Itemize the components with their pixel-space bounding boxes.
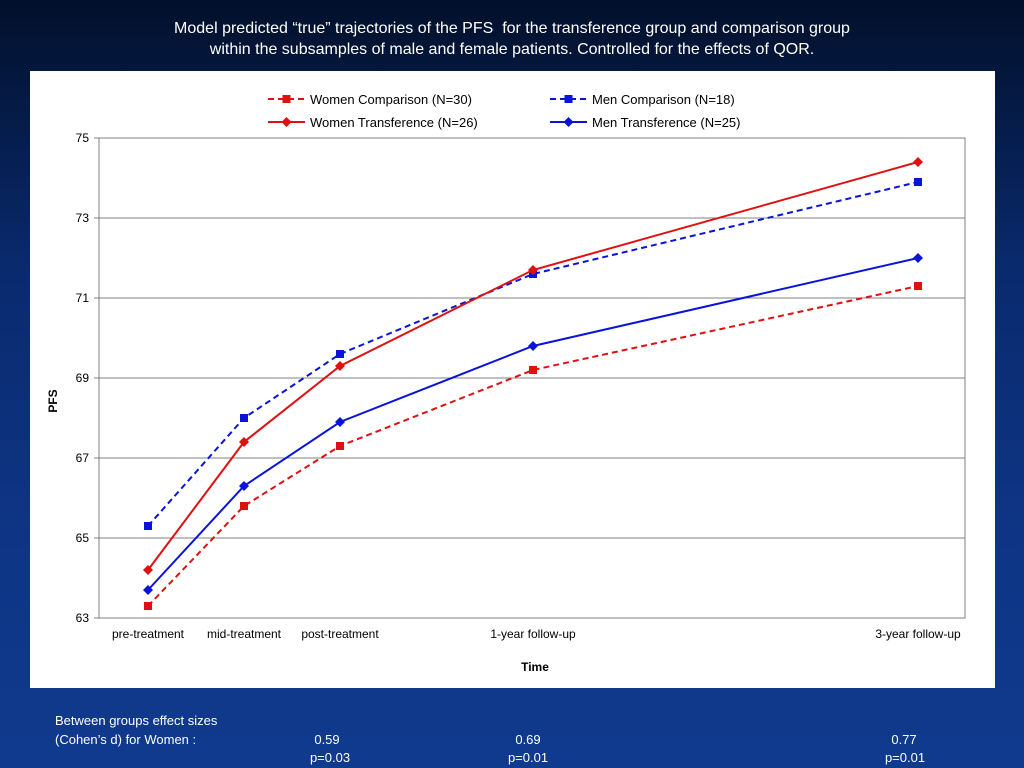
plot-frame [98,137,966,619]
point-3-1 [239,481,249,491]
x-tick-label-0: pre-treatment [112,627,185,641]
effect-size-p-3year: p=0.01 [884,750,926,765]
x-tick-label-3: 1-year follow-up [490,627,576,641]
legend-label-1: Men Comparison (N=18) [592,92,735,107]
slide-title-line-1: Model predicted “true” trajectories of t… [174,20,850,37]
point-2-2 [335,361,345,371]
point-1-2 [336,350,344,358]
point-3-2 [335,417,345,427]
point-3-0 [143,585,153,595]
y-tick-label-63: 63 [76,611,90,625]
line-chart: 63 65 67 69 71 73 75 pre-treatment mid-treatmen… [46,92,966,674]
point-1-1 [240,414,248,422]
slide-title: Model predicted “true” trajectories of t… [0,18,1024,60]
chart-panel: 63 65 67 69 71 73 75 pre-treatment mid-treatmen… [30,71,995,688]
x-axis-label: Time [521,660,549,674]
y-tick-label-73: 73 [76,211,90,225]
legend-label-0: Women Comparison (N=30) [310,92,472,107]
series-1 [144,178,922,530]
legend-entry-2: Women Transference (N=26) [268,115,478,130]
y-tick-labels: 63 65 67 69 71 73 75 [76,131,90,625]
x-tick-label-2: post-treatment [301,627,379,641]
x-tick-label-1: mid-treatment [207,627,282,641]
effect-size-d-1year: 0.69 [515,732,541,747]
point-0-0 [144,602,152,610]
series-3 [143,253,923,595]
effect-sizes-label-line-1: Between groups effect sizes [55,713,218,728]
point-2-1 [239,437,249,447]
y-tick-label-65: 65 [76,531,90,545]
point-2-4 [913,157,923,167]
point-0-3 [529,366,537,374]
legend: Women Comparison (N=30) Men Comparison (N… [268,92,740,130]
effect-size-d-post: 0.59 [314,732,340,747]
effect-size-p-post: p=0.03 [309,750,351,765]
point-0-2 [336,442,344,450]
y-tick-label-75: 75 [76,131,90,145]
point-3-3 [528,341,538,351]
legend-entry-3: Men Transference (N=25) [550,115,740,130]
slide-title-line-2: within the subsamples of male and female… [209,41,815,58]
y-tick-label-67: 67 [76,451,90,465]
point-3-4 [913,253,923,263]
point-1-0 [144,522,152,530]
series-line-1 [147,181,919,527]
legend-label-3: Men Transference (N=25) [592,115,740,130]
y-tick-label-71: 71 [76,291,90,305]
point-1-4 [914,178,922,186]
legend-entry-0: Women Comparison (N=30) [268,92,472,107]
legend-marker-0 [282,95,291,103]
legend-label-2: Women Transference (N=26) [310,115,478,130]
point-0-1 [240,502,248,510]
point-2-0 [143,565,153,575]
effect-size-p-1year: p=0.01 [507,750,549,765]
legend-marker-3 [563,117,574,127]
series-group [143,157,923,610]
effect-size-d-3year: 0.77 [891,732,917,747]
series-2 [143,157,923,575]
effect-sizes-label-line-2: (Cohen’s d) for Women : [55,732,197,747]
series-line-0 [147,285,919,607]
legend-marker-1 [564,95,573,103]
point-0-4 [914,282,922,290]
y-axis-label: PFS [46,389,60,412]
series-line-3 [147,257,919,591]
x-tick-label-4: 3-year follow-up [875,627,961,641]
legend-marker-2 [281,117,292,127]
gridlines [94,137,965,619]
series-0 [144,282,922,610]
x-tick-labels: pre-treatment mid-treatment post-treatment… [112,627,961,641]
legend-entry-1: Men Comparison (N=18) [550,92,735,107]
point-2-3 [528,265,538,275]
y-tick-label-69: 69 [76,371,90,385]
